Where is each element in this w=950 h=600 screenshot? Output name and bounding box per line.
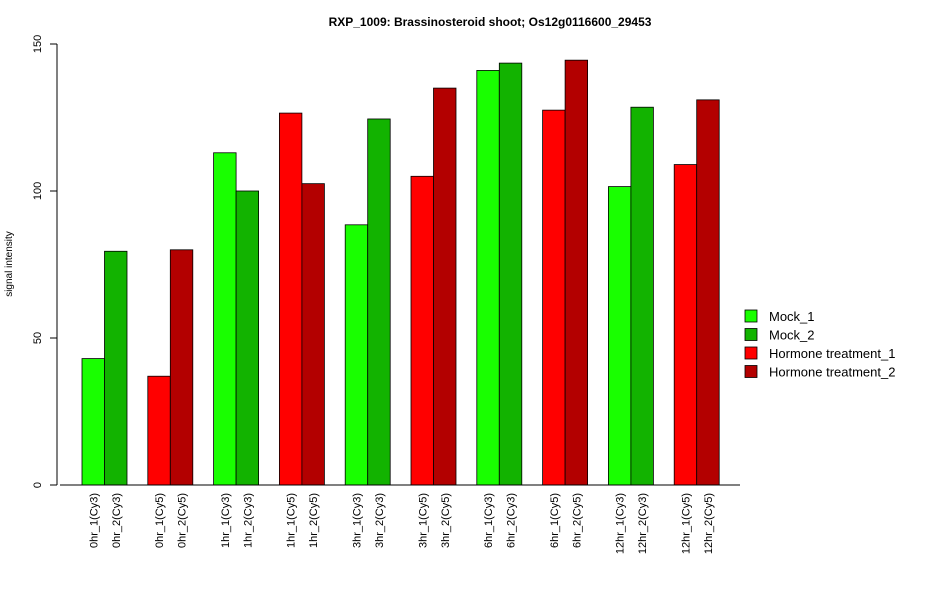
x-tick-label: 3hr_1(Cy5) [417, 493, 429, 548]
legend: Mock_1 Mock_2 Hormone treatment_1 Hormone t… [744, 309, 895, 380]
bar [696, 99, 720, 486]
x-tick-label: 1hr_2(Cy3) [242, 493, 254, 548]
y-tick-label: 150 [32, 35, 44, 53]
bar [564, 59, 588, 486]
x-tick-label: 1hr_2(Cy5) [308, 493, 320, 548]
legend-label: Mock_2 [769, 328, 815, 343]
x-tick-label: 3hr_2(Cy5) [440, 493, 452, 548]
bar [147, 375, 171, 486]
legend-swatch [744, 346, 758, 360]
y-tick-label: 100 [32, 182, 44, 200]
bar [410, 175, 434, 486]
x-tick-label: 3hr_1(Cy3) [351, 493, 363, 548]
legend-label: Mock_1 [769, 309, 815, 324]
bar [278, 112, 303, 486]
bar [81, 358, 105, 486]
x-tick-label: 0hr_1(Cy3) [88, 493, 100, 548]
bar [104, 250, 128, 486]
x-tick-label: 6hr_1(Cy5) [549, 493, 561, 548]
bars-group [81, 59, 720, 486]
x-tick-label: 1hr_1(Cy3) [220, 493, 232, 548]
chart-title: RXP_1009: Brassinosteroid shoot; Os12g01… [329, 15, 652, 29]
x-tick-label: 12hr_1(Cy3) [615, 493, 627, 554]
bar [213, 152, 237, 486]
x-tick-label: 3hr_2(Cy3) [374, 493, 386, 548]
y-axis-label: signal intensity [4, 231, 15, 297]
x-tick-label: 6hr_2(Cy5) [571, 493, 583, 548]
x-tick-label: 12hr_1(Cy5) [680, 493, 692, 554]
bar [169, 249, 194, 486]
bar [630, 106, 654, 486]
bar [673, 164, 698, 486]
x-tick-label: 0hr_2(Cy5) [177, 493, 189, 548]
bar [498, 62, 523, 486]
legend-swatch [744, 365, 758, 378]
y-tick-label: 50 [32, 332, 44, 344]
x-tick-label: 1hr_1(Cy5) [286, 493, 298, 548]
x-tick-label: 12hr_2(Cy5) [703, 493, 715, 554]
legend-label: Hormone treatment_2 [769, 365, 895, 380]
x-tick-label: 0hr_1(Cy5) [154, 493, 166, 548]
x-tick-label: 6hr_1(Cy3) [483, 493, 495, 548]
x-tick-label: 6hr_2(Cy3) [506, 493, 518, 548]
x-tick-label: 12hr_2(Cy3) [637, 493, 649, 554]
bar [476, 70, 500, 486]
x-tick-labels: 0hr_1(Cy3) 0hr_2(Cy3) 0hr_1(Cy5) 0hr_2(Cy5)… [88, 493, 715, 554]
legend-swatch [744, 328, 758, 341]
bar [542, 109, 566, 486]
bar [235, 190, 260, 486]
x-tick-label: 0hr_2(Cy3) [111, 493, 123, 548]
legend-label: Hormone treatment_1 [769, 346, 895, 361]
legend-swatch [744, 309, 758, 323]
bar [301, 183, 325, 486]
bar [608, 186, 632, 486]
bar [367, 118, 391, 486]
bar [433, 87, 457, 486]
bar [344, 224, 369, 486]
y-axis: 0 50 100 150 [32, 35, 58, 488]
y-tick-label: 0 [32, 482, 44, 488]
